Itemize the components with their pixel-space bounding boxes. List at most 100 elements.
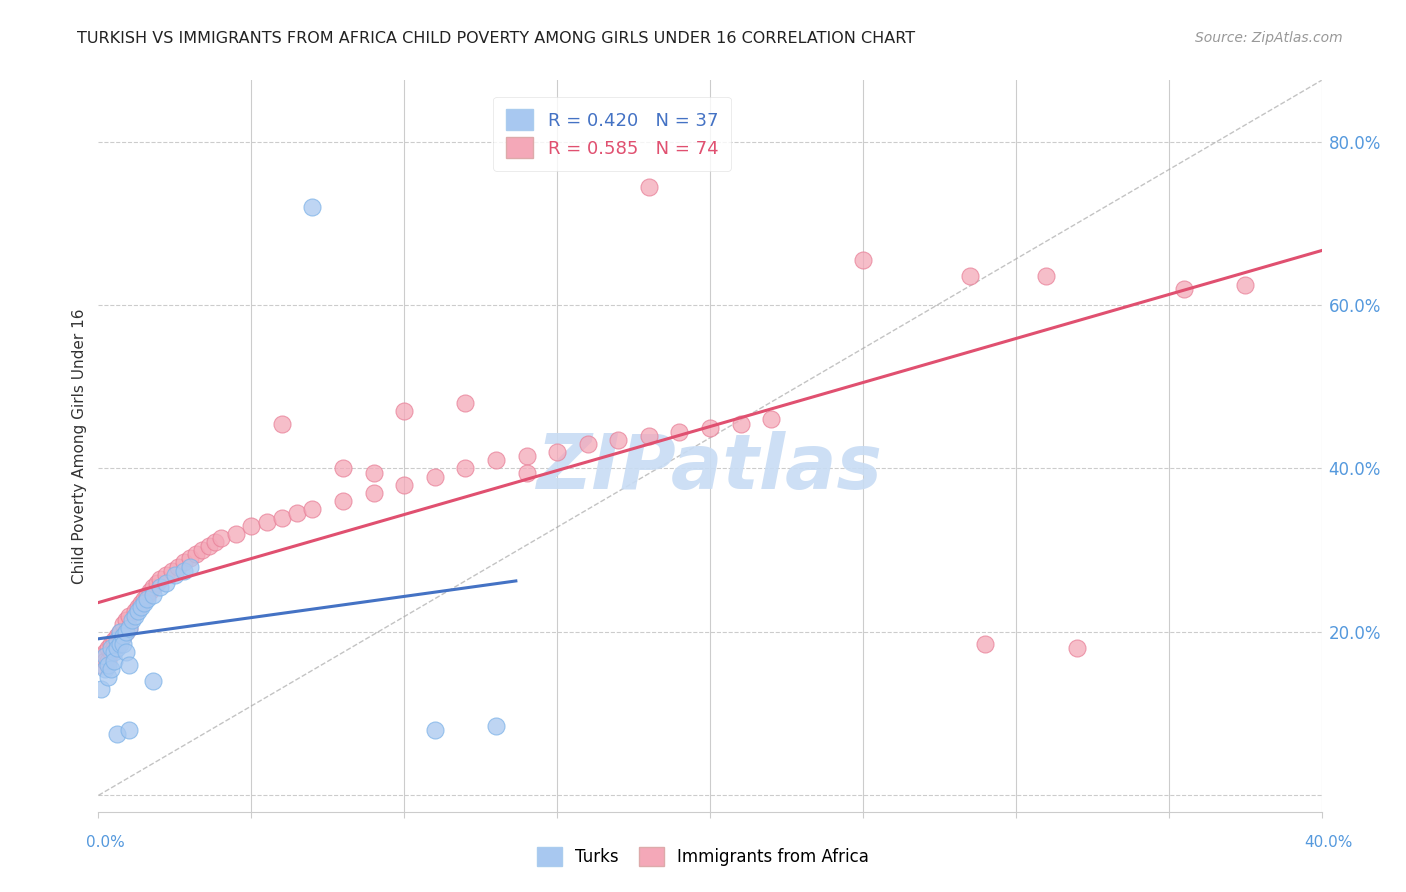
Point (129, 596, 152, 610)
Point (607, 433, 630, 447)
Point (160, 564, 183, 578)
Point (186, 547, 208, 561)
Point (139, 584, 162, 599)
Point (100, 662, 122, 676)
Point (108, 624, 131, 639)
Legend: R = 0.420   N = 37, R = 0.585   N = 74: R = 0.420 N = 37, R = 0.585 N = 74 (494, 96, 731, 171)
Point (100, 637, 122, 651)
Point (111, 616, 134, 631)
Point (103, 645, 125, 659)
Point (155, 575, 177, 590)
Point (118, 621, 141, 635)
Text: TURKISH VS IMMIGRANTS FROM AFRICA CHILD POVERTY AMONG GIRLS UNDER 16 CORRELATION: TURKISH VS IMMIGRANTS FROM AFRICA CHILD … (77, 31, 915, 46)
Point (197, 539, 219, 553)
Point (240, 518, 263, 533)
Point (127, 600, 149, 615)
Point (637, 429, 661, 443)
Point (111, 637, 134, 651)
Point (204, 535, 226, 549)
Point (363, 466, 385, 480)
Point (93, 649, 115, 664)
Point (127, 605, 149, 619)
Point (105, 727, 128, 741)
Point (576, 437, 599, 451)
Point (103, 633, 125, 648)
Point (145, 575, 167, 590)
Point (118, 608, 141, 623)
Point (115, 624, 138, 639)
Text: Source: ZipAtlas.com: Source: ZipAtlas.com (1195, 31, 1343, 45)
Point (134, 592, 156, 607)
Point (97, 657, 120, 672)
Point (111, 629, 134, 643)
Point (115, 645, 138, 659)
Legend: Turks, Immigrants from Africa: Turks, Immigrants from Africa (529, 838, 877, 875)
Point (134, 596, 156, 610)
Point (129, 600, 152, 615)
Point (332, 494, 354, 508)
Point (637, 179, 661, 194)
Text: 0.0%: 0.0% (86, 836, 125, 850)
Point (1173, 282, 1195, 296)
Point (118, 621, 141, 635)
Point (423, 469, 446, 483)
Point (93, 662, 115, 676)
Point (155, 567, 177, 582)
Point (256, 515, 278, 529)
Point (363, 486, 385, 500)
Point (1234, 277, 1257, 292)
Point (209, 531, 232, 545)
Point (392, 404, 416, 418)
Point (108, 637, 131, 651)
Point (516, 466, 538, 480)
Point (173, 564, 195, 578)
Point (108, 633, 131, 648)
Point (100, 641, 122, 656)
Point (90, 682, 112, 697)
Point (668, 425, 690, 439)
Point (167, 559, 190, 574)
Point (118, 723, 141, 737)
Point (136, 592, 159, 607)
Point (1035, 269, 1057, 284)
Point (179, 551, 201, 566)
Point (103, 641, 125, 656)
Point (730, 417, 752, 431)
Point (1066, 641, 1088, 656)
Point (149, 580, 172, 594)
Point (105, 641, 128, 656)
Point (485, 719, 508, 733)
Point (124, 608, 146, 623)
Point (699, 420, 721, 434)
Point (149, 572, 172, 586)
Point (179, 559, 201, 574)
Point (97, 670, 120, 684)
Point (142, 673, 165, 688)
Point (852, 253, 875, 268)
Point (974, 637, 997, 651)
Point (97, 654, 120, 668)
Text: ZIPatlas: ZIPatlas (537, 431, 883, 505)
Point (111, 629, 134, 643)
Point (285, 507, 308, 521)
Point (105, 629, 128, 643)
Y-axis label: Child Poverty Among Girls Under 16: Child Poverty Among Girls Under 16 (72, 309, 87, 583)
Point (191, 543, 214, 558)
Point (93, 645, 115, 659)
Point (301, 200, 323, 214)
Point (270, 510, 292, 524)
Point (423, 723, 446, 737)
Point (485, 453, 508, 467)
Point (454, 461, 477, 475)
Text: 40.0%: 40.0% (1305, 836, 1353, 850)
Point (136, 588, 159, 602)
Point (90, 657, 112, 672)
Point (108, 624, 131, 639)
Point (115, 624, 138, 639)
Point (93, 654, 115, 668)
Point (118, 657, 141, 672)
Point (105, 637, 128, 651)
Point (270, 417, 292, 431)
Point (100, 645, 122, 659)
Point (546, 445, 568, 459)
